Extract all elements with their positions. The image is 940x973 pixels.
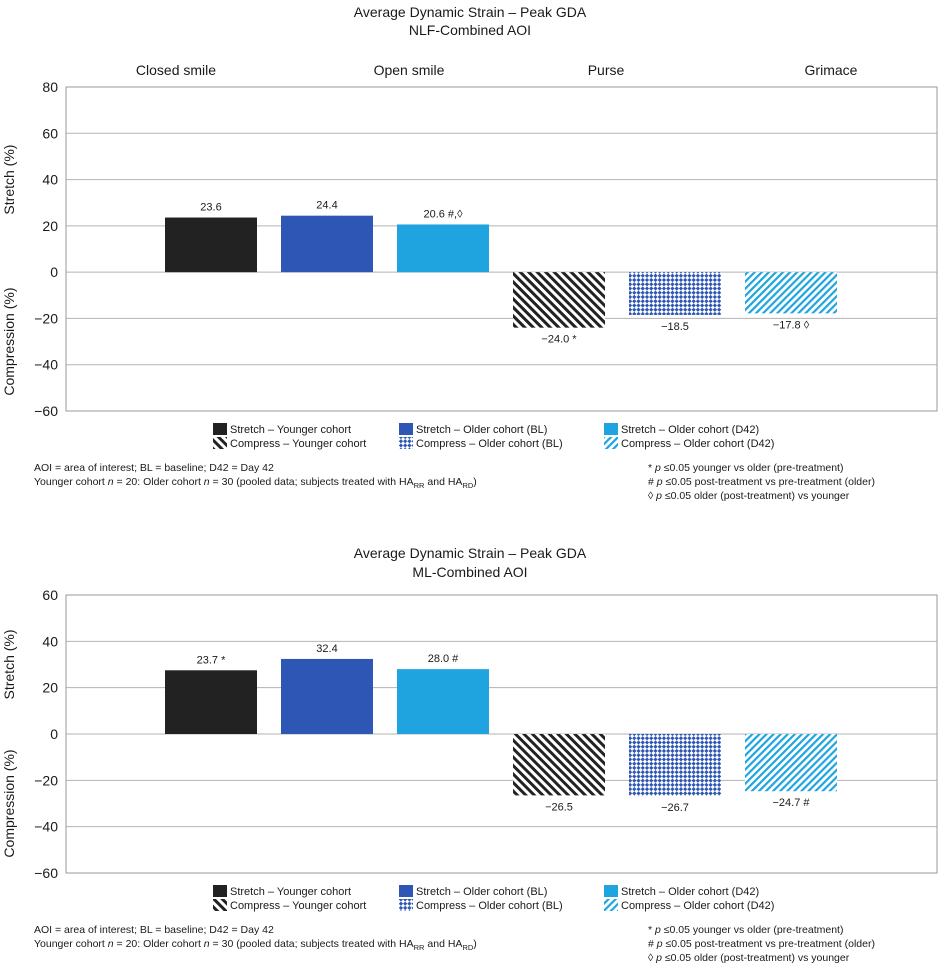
data-label: −17.8 ◊: [773, 319, 810, 331]
significance-note: # p ≤0.05 post-treatment vs pre-treatmen…: [648, 938, 875, 950]
y-tick-label: −20: [34, 310, 58, 326]
significance-note: # p ≤0.05 post-treatment vs pre-treatmen…: [648, 476, 875, 488]
bar: [629, 734, 721, 796]
legend-swatch: [399, 423, 413, 435]
legend-swatch: [399, 899, 413, 911]
y-axis-label-compression: Compression (%): [1, 288, 17, 396]
y-tick-label: −40: [34, 357, 58, 373]
legend-swatch: [604, 423, 618, 435]
plot-frame: [65, 86, 938, 412]
data-label: 23.7 *: [197, 654, 226, 666]
legend-label: Stretch – Older cohort (D42): [621, 886, 759, 898]
data-label: −24.7 #: [772, 797, 810, 809]
bar: [165, 670, 257, 734]
y-tick-label: −40: [34, 819, 58, 835]
data-label: 24.4: [316, 200, 337, 212]
y-axis-label-stretch: Stretch (%): [1, 629, 17, 699]
bar: [397, 224, 489, 273]
chart-panel-nlf: Average Dynamic Strain – Peak GDA NLF-Com…: [1, 4, 938, 502]
category-label: Grimace: [805, 62, 858, 78]
data-label: 28.0 #: [428, 653, 459, 665]
y-axis-label-compression: Compression (%): [1, 749, 17, 857]
y-tick-label: 80: [42, 79, 58, 95]
data-label: 20.6 #,◊: [423, 208, 463, 220]
legend-label: Compress – Younger cohort: [230, 438, 366, 450]
legend-label: Compress – Older cohort (BL): [416, 438, 563, 450]
y-tick-label: 60: [42, 125, 58, 141]
bar: [281, 215, 373, 273]
bar: [165, 217, 257, 273]
data-label: 23.6: [200, 202, 221, 214]
plot-frame: [65, 594, 938, 874]
y-tick-label: 0: [50, 726, 58, 742]
significance-note: ◊ p ≤0.05 older (post-treatment) vs youn…: [648, 952, 850, 964]
legend-swatch: [399, 437, 413, 449]
chart-subtitle: NLF-Combined AOI: [409, 22, 531, 38]
legend-swatch: [213, 437, 227, 449]
legend-swatch: [604, 885, 618, 897]
legend-label: Stretch – Older cohort (BL): [416, 886, 547, 898]
cohort-note: Younger cohort n = 20: Older cohort n = …: [34, 476, 477, 490]
legend-swatch: [604, 899, 618, 911]
y-tick-label: 60: [42, 587, 58, 603]
legend-label: Stretch – Younger cohort: [230, 886, 351, 898]
y-tick-label: 40: [42, 172, 58, 188]
legend-label: Compress – Older cohort (D42): [621, 438, 774, 450]
cohort-note: Younger cohort n = 20: Older cohort n = …: [34, 938, 477, 952]
legend-label: Compress – Older cohort (D42): [621, 900, 774, 912]
legend-swatch: [604, 437, 618, 449]
legend-label: Compress – Older cohort (BL): [416, 900, 563, 912]
bar: [281, 658, 373, 734]
legend-label: Stretch – Younger cohort: [230, 424, 351, 436]
legend-swatch: [213, 899, 227, 911]
y-tick-label: −60: [34, 865, 58, 881]
bar: [629, 272, 721, 315]
legend-label: Stretch – Older cohort (BL): [416, 424, 547, 436]
legend-label: Compress – Younger cohort: [230, 900, 366, 912]
legend-swatch: [213, 423, 227, 435]
bar: [397, 669, 489, 734]
bar: [513, 272, 605, 328]
chart-panel-ml: Average Dynamic Strain – Peak GDA ML-Comb…: [1, 545, 938, 964]
data-label: −18.5: [661, 321, 689, 333]
y-tick-label: −20: [34, 772, 58, 788]
legend-swatch: [213, 885, 227, 897]
y-tick-label: 20: [42, 680, 58, 696]
legend-swatch: [399, 885, 413, 897]
y-tick-label: −60: [34, 403, 58, 419]
bar: [745, 734, 837, 792]
bar: [513, 734, 605, 796]
chart-title: Average Dynamic Strain – Peak GDA: [354, 4, 587, 20]
data-label: −26.7: [661, 802, 689, 814]
y-axis-label-stretch: Stretch (%): [1, 145, 17, 215]
significance-note: * p ≤0.05 younger vs older (pre-treatmen…: [648, 462, 843, 474]
category-label: Purse: [588, 62, 625, 78]
data-label: −26.5: [545, 801, 573, 813]
y-tick-label: 20: [42, 218, 58, 234]
category-label: Closed smile: [136, 62, 216, 78]
bar: [745, 272, 837, 314]
category-label: Open smile: [374, 62, 445, 78]
data-label: −24.0 *: [541, 334, 577, 346]
abbreviation-note: AOI = area of interest; BL = baseline; D…: [34, 462, 274, 474]
y-tick-label: 40: [42, 633, 58, 649]
abbreviation-note: AOI = area of interest; BL = baseline; D…: [34, 924, 274, 936]
y-tick-label: 0: [50, 264, 58, 280]
chart-subtitle: ML-Combined AOI: [412, 564, 527, 580]
significance-note: ◊ p ≤0.05 older (post-treatment) vs youn…: [648, 490, 850, 502]
data-label: 32.4: [316, 643, 337, 655]
chart-title: Average Dynamic Strain – Peak GDA: [354, 545, 587, 561]
significance-note: * p ≤0.05 younger vs older (pre-treatmen…: [648, 924, 843, 936]
legend-label: Stretch – Older cohort (D42): [621, 424, 759, 436]
